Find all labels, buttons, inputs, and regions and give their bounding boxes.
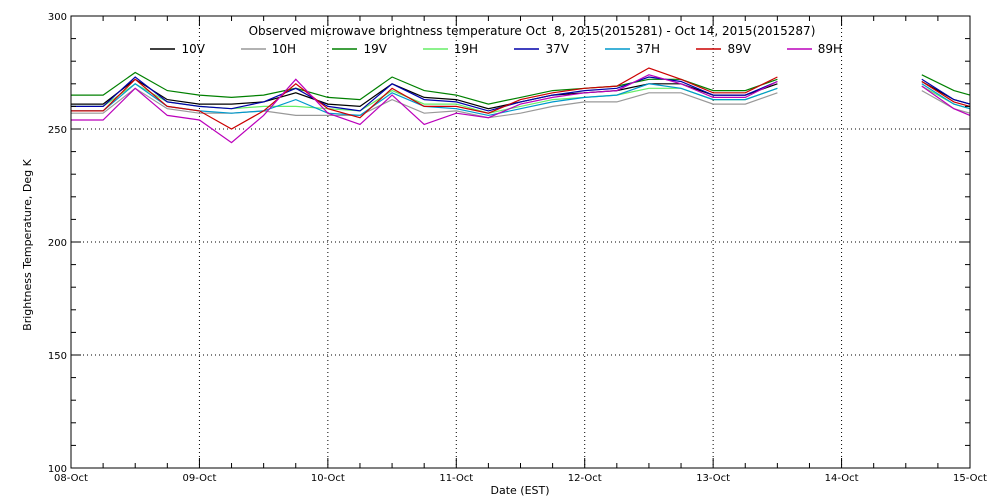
legend-label-10h: 10H: [272, 42, 296, 56]
series-line-89v: [71, 67, 971, 130]
x-tick-label: 11-Oct: [439, 473, 473, 484]
legend-label-37v: 37V: [546, 42, 570, 56]
x-tick-label: 13-Oct: [696, 473, 730, 484]
x-tick-label: 08-Oct: [54, 473, 88, 484]
y-axis-title: Brightness Temperature, Deg K: [21, 158, 34, 330]
legend-label-19h: 19H: [454, 42, 478, 56]
label-layer: 08-Oct 09-Oct 10-Oct 11-Oct 12-Oct 13-Oct 14-O…: [48, 12, 987, 484]
x-tick-label: 10-Oct: [311, 473, 345, 484]
y-tick-label: 150: [48, 351, 67, 362]
legend-label-89h: 89H: [818, 42, 842, 56]
y-tick-label: 100: [48, 464, 67, 475]
legend-label-10v: 10V: [182, 42, 206, 56]
x-tick-label: 09-Oct: [182, 473, 216, 484]
series-line-37v: [71, 76, 971, 112]
y-tick-label: 250: [48, 125, 67, 136]
tick-layer: [70, 15, 971, 469]
series-line-10h: [71, 87, 971, 119]
x-tick-label: 15-Oct: [953, 473, 987, 484]
series-line-89h: [71, 74, 971, 144]
legend-label-19v: 19V: [364, 42, 388, 56]
legend: 10V 10H 19V 19H 37V 37H 89V 89H: [150, 42, 842, 56]
legend-label-89v: 89V: [728, 42, 752, 56]
y-tick-label: 200: [48, 238, 67, 249]
x-tick-label: 12-Oct: [568, 473, 602, 484]
series-line-19v: [71, 71, 971, 105]
grid-layer: [71, 16, 970, 468]
y-tick-label: 300: [48, 12, 67, 23]
x-tick-label: 14-Oct: [825, 473, 859, 484]
chart-title: Observed microwave brightness temperatur…: [249, 24, 816, 38]
x-axis-title: Date (EST): [490, 484, 549, 497]
series-layer: [71, 67, 971, 144]
legend-label-37h: 37H: [636, 42, 660, 56]
